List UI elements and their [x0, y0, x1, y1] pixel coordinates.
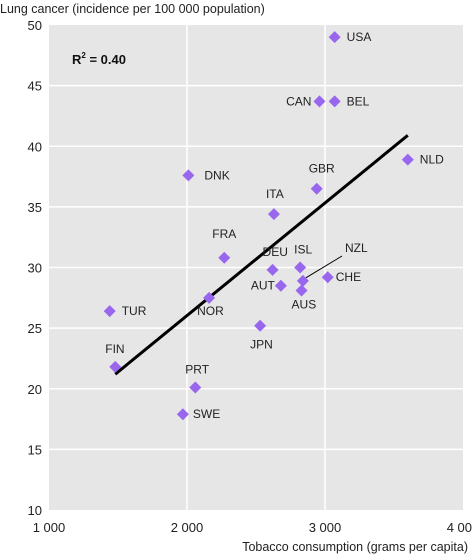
y-tick-label: 35: [28, 200, 42, 215]
point-label-jpn: JPN: [250, 338, 273, 352]
point-label-dnk: DNK: [204, 168, 229, 182]
y-tick-label: 15: [28, 442, 42, 457]
data-point-nzl: [296, 274, 309, 287]
x-tick-label: 4 000: [447, 520, 472, 535]
point-label-tur: TUR: [122, 304, 147, 318]
y-tick-label: 30: [28, 261, 42, 276]
data-point-prt: [189, 381, 202, 394]
data-point-bel: [328, 95, 341, 108]
point-label-ita: ITA: [266, 187, 284, 201]
point-label-gbr: GBR: [309, 162, 335, 176]
point-labels: USA CAN BEL NLD DNK GBR ITA FRA DEU ISL NZL CHE AUT A…: [105, 30, 444, 421]
x-tick-labels: 1 000 2 000 3 000 4 000: [33, 520, 472, 535]
point-label-aus: AUS: [292, 298, 317, 312]
data-point-fin: [109, 360, 122, 373]
data-point-nld: [401, 153, 414, 166]
x-tick-label: 1 000: [33, 520, 66, 535]
x-tick-label: 3 000: [309, 520, 342, 535]
point-label-swe: SWE: [193, 407, 220, 421]
y-tick-label: 20: [28, 382, 42, 397]
point-label-isl: ISL: [294, 243, 312, 257]
data-point-can: [313, 95, 326, 108]
point-label-fra: FRA: [212, 227, 236, 241]
point-label-bel: BEL: [347, 94, 370, 108]
data-points: [103, 31, 414, 421]
trend-line: [114, 134, 409, 376]
point-label-aut: AUT: [251, 279, 276, 293]
data-point-swe: [176, 408, 189, 421]
y-tick-label: 45: [28, 79, 42, 94]
y-axis-title: Lung cancer (incidence per 100 000 popul…: [0, 2, 265, 16]
point-label-usa: USA: [347, 30, 372, 44]
point-label-can: CAN: [286, 94, 311, 108]
data-point-aus: [295, 284, 308, 297]
data-point-deu: [266, 263, 279, 276]
data-point-fra: [218, 251, 231, 264]
y-tick-label: 50: [28, 18, 42, 33]
point-label-che: CHE: [336, 270, 361, 284]
point-label-deu: DEU: [263, 245, 288, 259]
gridlines: [49, 25, 463, 510]
data-point-usa: [328, 31, 341, 44]
data-point-tur: [103, 305, 116, 318]
data-point-jpn: [254, 319, 267, 332]
x-tick-label: 2 000: [171, 520, 204, 535]
data-point-isl: [294, 261, 307, 274]
point-label-nld: NLD: [420, 153, 444, 167]
y-tick-labels: 10 15 20 25 30 35 40 45 50: [28, 18, 42, 518]
data-point-gbr: [310, 182, 323, 195]
r-squared-annotation: R2 = 0.40: [72, 51, 126, 67]
y-tick-label: 10: [28, 503, 42, 518]
point-label-nzl: NZL: [345, 241, 368, 255]
point-label-prt: PRT: [185, 363, 209, 377]
point-label-fin: FIN: [105, 342, 124, 356]
point-label-nor: NOR: [197, 304, 224, 318]
nzl-leader-line: [305, 255, 343, 279]
y-tick-label: 25: [28, 321, 42, 336]
data-point-ita: [267, 208, 280, 221]
data-point-dnk: [182, 169, 195, 182]
data-point-che: [321, 271, 334, 284]
x-axis-title: Tobacco consumption (grams per capita): [242, 540, 468, 554]
data-point-aut: [274, 279, 287, 292]
y-tick-label: 40: [28, 139, 42, 154]
data-point-nor: [203, 291, 216, 304]
